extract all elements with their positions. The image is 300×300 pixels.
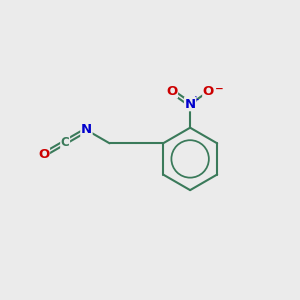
Text: N: N bbox=[81, 123, 92, 136]
Text: −: − bbox=[214, 84, 223, 94]
Text: O: O bbox=[203, 85, 214, 98]
Text: C: C bbox=[61, 136, 70, 149]
Text: N: N bbox=[184, 98, 196, 111]
Text: O: O bbox=[166, 85, 177, 98]
Text: +: + bbox=[192, 95, 199, 104]
Text: O: O bbox=[38, 148, 50, 161]
